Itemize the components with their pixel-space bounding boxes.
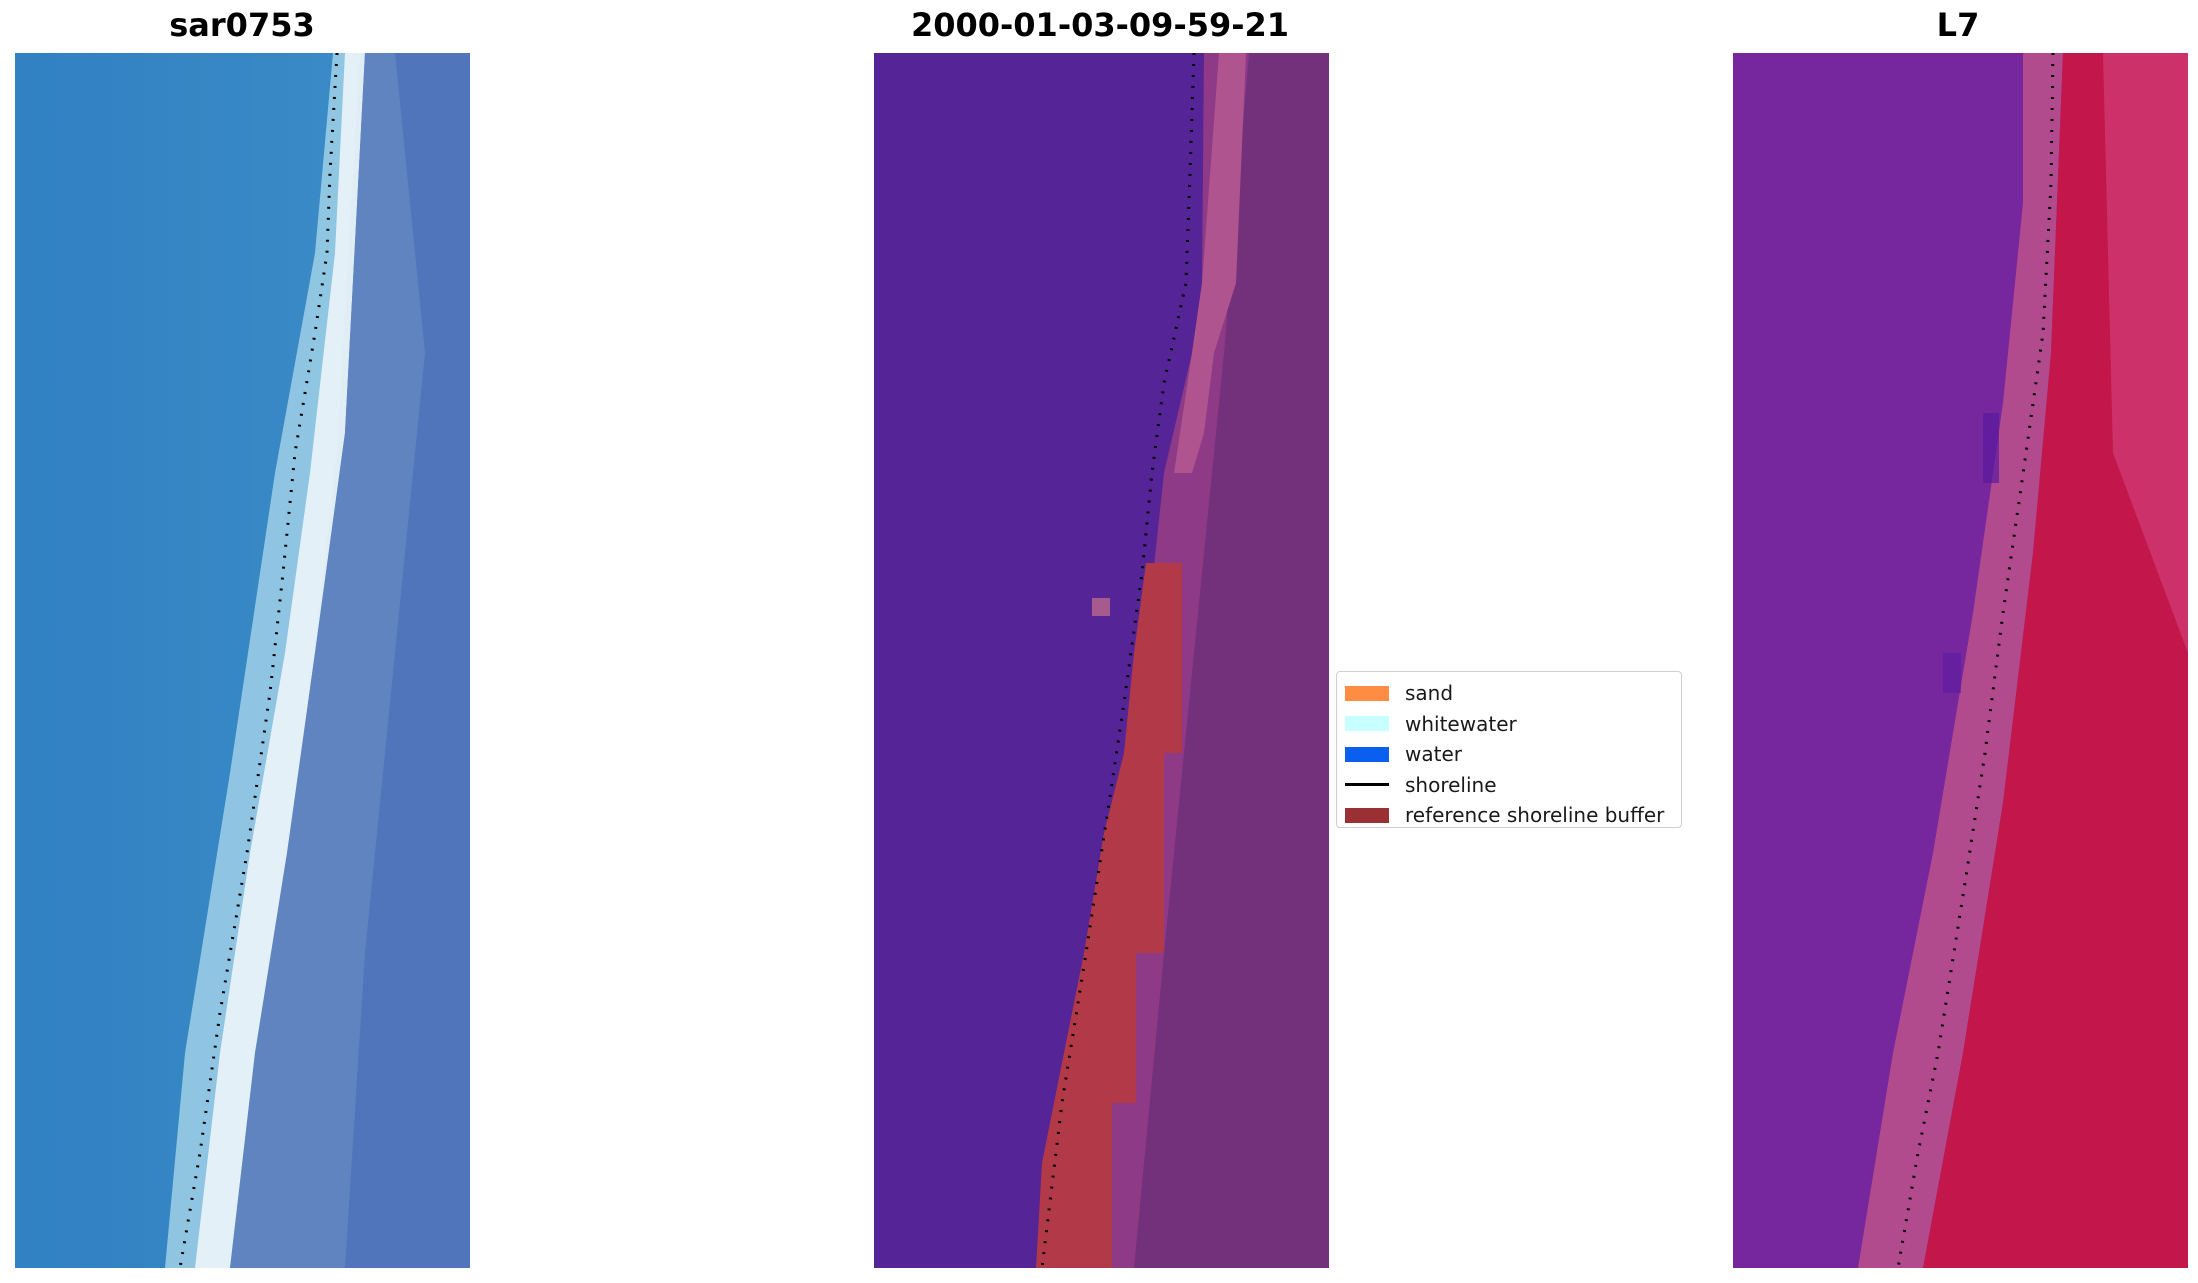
legend: sand whitewater water shoreline referenc… bbox=[1336, 671, 1682, 828]
rgb-image bbox=[15, 53, 470, 1268]
legend-label: water bbox=[1405, 742, 1462, 767]
rgb-image-panel bbox=[15, 53, 470, 1268]
classified-image-panel bbox=[874, 53, 1329, 1268]
l7-image-panel bbox=[1733, 53, 2188, 1268]
whitewater-swatch bbox=[1345, 716, 1389, 732]
classified-shoreline bbox=[1040, 53, 1196, 1268]
title-middle: 2000-01-03-09-59-21 bbox=[910, 6, 1290, 44]
buffer-swatch bbox=[1345, 807, 1389, 823]
legend-item-buffer: reference shoreline buffer bbox=[1337, 800, 1681, 831]
water-swatch bbox=[1345, 746, 1389, 762]
legend-item-water: water bbox=[1337, 739, 1681, 770]
legend-item-sand: sand bbox=[1337, 678, 1681, 709]
legend-item-whitewater: whitewater bbox=[1337, 709, 1681, 740]
legend-label: whitewater bbox=[1405, 711, 1517, 736]
title-left: sar0753 bbox=[169, 6, 315, 44]
legend-label: shoreline bbox=[1405, 772, 1497, 797]
legend-item-shoreline: shoreline bbox=[1337, 770, 1681, 801]
title-right: L7 bbox=[1936, 6, 1980, 44]
l7-image bbox=[1733, 53, 2188, 1268]
legend-label: reference shoreline buffer bbox=[1405, 803, 1665, 828]
classified-image bbox=[874, 53, 1329, 1268]
shoreline-line-swatch bbox=[1345, 783, 1389, 787]
sand-swatch bbox=[1345, 685, 1389, 701]
legend-label: sand bbox=[1405, 681, 1454, 706]
reference-shoreline-buffer bbox=[1036, 563, 1182, 1268]
